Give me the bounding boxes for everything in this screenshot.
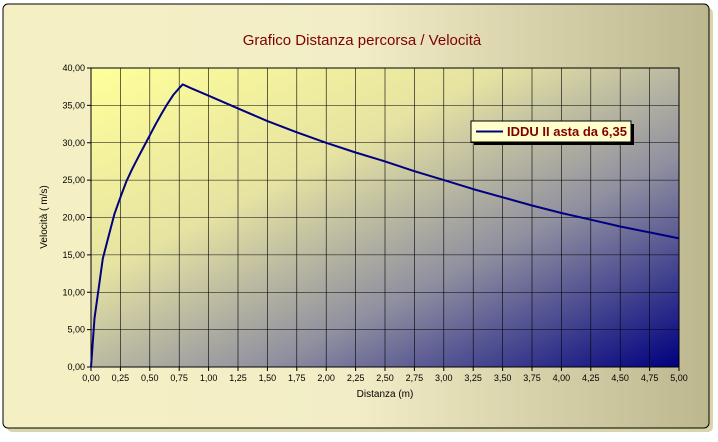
x-tick-label: 3,75 — [523, 373, 541, 383]
x-tick-label: 3,50 — [494, 373, 512, 383]
series-line — [90, 83, 680, 368]
x-tick-label: 0,25 — [112, 373, 130, 383]
y-tick-label: 40,00 — [62, 63, 85, 73]
legend-box — [470, 120, 632, 143]
x-ticks: 0,00 0,25 0,50 0,75 1,00 1,25 1,50 1,75 2,00 2,25… — [82, 367, 688, 383]
y-tick-label: 15,00 — [62, 250, 85, 260]
y-tick-label: 25,00 — [62, 175, 85, 185]
x-tick-label: 0,75 — [170, 373, 188, 383]
x-tick-label: 2,50 — [376, 373, 394, 383]
x-tick-label: 0,50 — [141, 373, 159, 383]
series-layer — [90, 83, 680, 368]
x-tick-label: 2,25 — [347, 373, 365, 383]
y-ticks: 0,00 5,00 10,00 15,00 20,00 25,00 30,00 35,00 40… — [62, 63, 91, 372]
x-tick-label: 1,25 — [229, 373, 247, 383]
legend: IDDU II asta da 6,35 — [470, 120, 634, 145]
y-axis-title: Velocità ( m/s) — [39, 185, 50, 248]
y-tick-label: 30,00 — [62, 138, 85, 148]
grid — [91, 68, 679, 367]
x-tick-label: 4,25 — [582, 373, 600, 383]
y-tick-label: 10,00 — [62, 287, 85, 297]
x-tick-label: 5,00 — [670, 373, 688, 383]
x-tick-label: 4,00 — [553, 373, 571, 383]
x-tick-label: 1,75 — [288, 373, 306, 383]
x-tick-label: 2,75 — [406, 373, 424, 383]
x-tick-label: 1,00 — [200, 373, 218, 383]
y-tick-label: 35,00 — [62, 100, 85, 110]
y-tick-label: 0,00 — [67, 362, 85, 372]
x-tick-label: 3,25 — [464, 373, 482, 383]
x-tick-label: 3,00 — [435, 373, 453, 383]
x-tick-label: 4,75 — [641, 373, 659, 383]
chart-title: Grafico Distanza percorsa / Velocità — [243, 32, 482, 49]
x-tick-label: 1,50 — [259, 373, 277, 383]
x-axis-title: Distanza (m) — [357, 389, 414, 400]
x-tick-label: 4,50 — [611, 373, 629, 383]
legend-label: IDDU II asta da 6,35 — [507, 124, 627, 139]
y-tick-label: 20,00 — [62, 213, 85, 223]
x-tick-label: 0,00 — [82, 373, 100, 383]
x-tick-label: 2,00 — [317, 373, 335, 383]
y-tick-label: 5,00 — [67, 325, 85, 335]
